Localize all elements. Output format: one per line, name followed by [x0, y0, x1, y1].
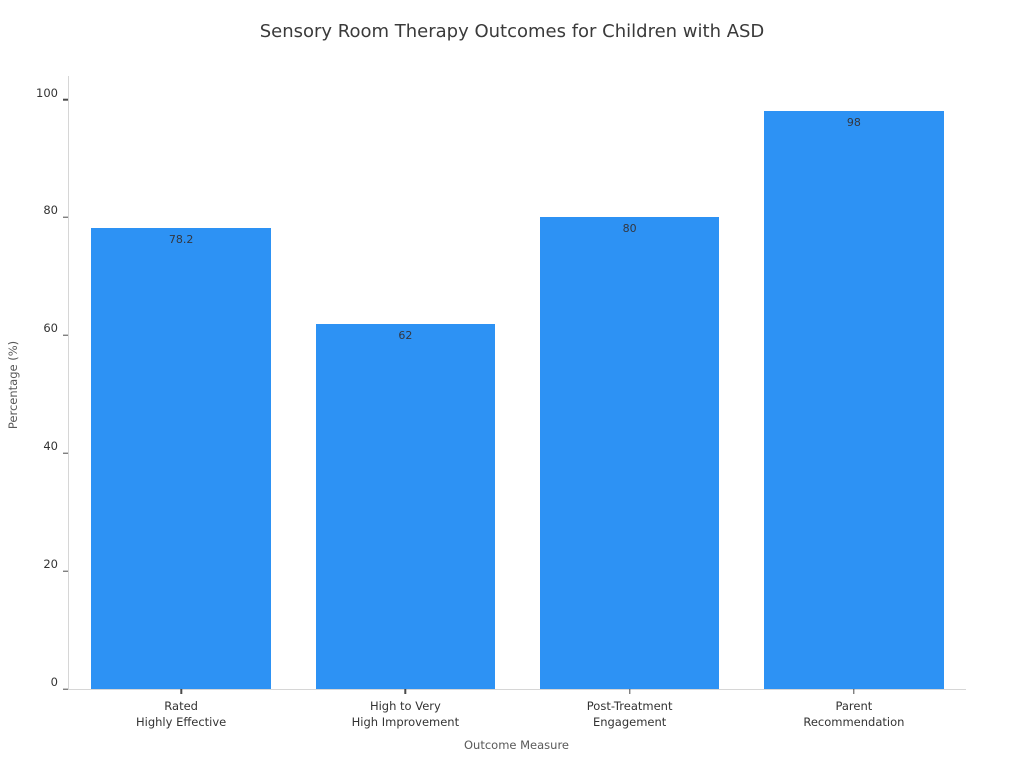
- x-tick-mark: [404, 689, 407, 694]
- x-tick-label: High to Very High Improvement: [351, 699, 460, 729]
- x-tick-label: Parent Recommendation: [803, 699, 905, 729]
- x-tick-label: Post-Treatment Engagement: [586, 699, 673, 729]
- y-tick-label: 80: [43, 203, 58, 218]
- y-tick-mark: [63, 570, 68, 572]
- bar: 62: [315, 323, 496, 689]
- bar-value-label: 62: [398, 328, 413, 342]
- bar-value-label: 78.2: [168, 233, 194, 247]
- y-tick-mark: [63, 98, 68, 101]
- x-tick-mark: [853, 689, 855, 694]
- y-tick-mark: [63, 216, 68, 219]
- x-tick-mark: [628, 689, 631, 694]
- y-axis-title: Percentage (%): [6, 340, 20, 430]
- bar: 78.2: [91, 228, 271, 689]
- y-tick-mark: [63, 452, 68, 454]
- y-tick-mark: [63, 688, 68, 690]
- bar-value-label: 80: [622, 222, 637, 236]
- y-tick-label: 60: [43, 321, 58, 336]
- plot-area: 0 20 40 60 80 100 78.2 Rated Highly Effective 62…: [36, 76, 966, 729]
- bar: 98: [764, 111, 944, 689]
- y-tick-label: 40: [43, 439, 58, 454]
- x-tick-mark: [180, 689, 182, 694]
- chart-title: Sensory Room Therapy Outcomes for Childr…: [259, 21, 765, 42]
- x-axis-title: Outcome Measure: [463, 738, 570, 752]
- bar-value-label: 98: [846, 116, 861, 130]
- y-tick-label: 0: [50, 675, 58, 689]
- bar: 80: [539, 217, 720, 689]
- y-tick-label: 100: [36, 85, 58, 100]
- y-tick-mark: [63, 334, 68, 337]
- y-tick-label: 20: [43, 557, 58, 572]
- x-tick-label: Rated Highly Effective: [135, 699, 227, 729]
